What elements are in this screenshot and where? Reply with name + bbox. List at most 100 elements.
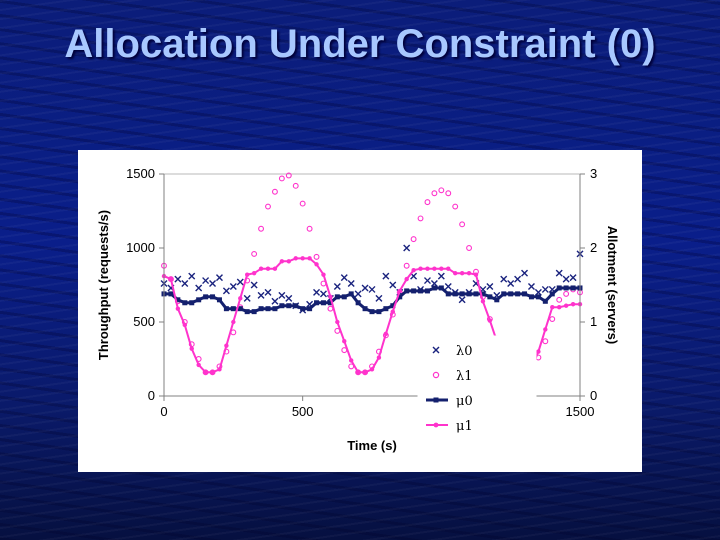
data-point — [278, 175, 285, 182]
data-point — [272, 306, 278, 312]
data-point — [210, 294, 216, 300]
data-point — [563, 290, 570, 297]
data-point — [203, 370, 208, 375]
data-point — [439, 266, 444, 271]
data-point — [369, 367, 375, 372]
data-point — [438, 187, 445, 194]
data-point — [466, 291, 472, 297]
y2-tick-label: 1 — [590, 314, 597, 329]
chart-panel: 0500100015000500100015000123 Time (s) Th… — [78, 150, 642, 472]
data-point — [168, 276, 174, 282]
data-point — [238, 296, 243, 301]
data-point — [196, 297, 202, 303]
data-point — [527, 282, 535, 290]
data-point — [258, 225, 265, 232]
data-point — [182, 300, 188, 306]
data-point — [188, 272, 196, 280]
data-point — [209, 280, 217, 288]
data-point — [307, 306, 313, 312]
data-point — [446, 266, 451, 271]
data-point — [286, 259, 291, 264]
data-point — [542, 298, 548, 304]
data-point — [562, 275, 570, 283]
data-point — [445, 190, 452, 197]
series-3 — [161, 285, 583, 315]
data-point — [237, 306, 243, 312]
data-point — [334, 294, 340, 300]
data-point — [425, 266, 430, 271]
data-point — [459, 291, 465, 297]
data-point — [230, 306, 236, 312]
data-point — [313, 253, 320, 260]
data-point — [487, 318, 493, 323]
data-point — [376, 309, 382, 315]
data-point — [452, 291, 458, 297]
data-point — [279, 259, 285, 264]
data-point — [202, 277, 210, 285]
data-point — [397, 294, 403, 300]
x-tick-label: 0 — [160, 404, 167, 419]
data-point — [293, 256, 298, 261]
data-point — [424, 288, 430, 294]
data-point — [354, 290, 362, 298]
data-point — [355, 300, 361, 306]
data-point — [307, 256, 312, 261]
data-point — [222, 287, 230, 295]
y-tick-label: 0 — [148, 388, 155, 403]
data-point — [189, 346, 194, 351]
y2-tick-label: 2 — [590, 240, 597, 255]
data-point — [410, 236, 417, 243]
y-axis-title: Throughput (requests/s) — [96, 210, 111, 360]
data-point — [452, 203, 459, 210]
data-point — [333, 282, 341, 290]
data-point — [362, 306, 368, 312]
data-point — [494, 297, 500, 303]
legend: λ0 λ1 μ0 μ1 — [417, 335, 537, 449]
data-point — [569, 274, 577, 282]
data-point — [383, 331, 389, 337]
data-point — [265, 306, 271, 312]
data-point — [550, 305, 555, 310]
data-point — [293, 303, 299, 309]
data-point — [355, 370, 361, 375]
data-point — [507, 280, 515, 288]
data-point — [251, 309, 257, 315]
data-point — [271, 188, 278, 195]
data-point — [466, 245, 473, 251]
data-point — [500, 275, 508, 283]
y2-tick-label: 3 — [590, 166, 597, 181]
data-point — [278, 291, 286, 299]
data-point — [521, 269, 529, 277]
data-point — [300, 256, 305, 261]
data-point — [411, 288, 417, 294]
data-point — [348, 291, 354, 297]
data-point — [487, 294, 493, 300]
data-point — [224, 343, 229, 348]
y2-axis-title: Allotment (servers) — [605, 226, 620, 344]
data-point — [382, 272, 390, 280]
data-point — [528, 294, 534, 300]
data-point — [362, 370, 368, 375]
data-point — [223, 306, 229, 312]
data-point — [403, 262, 410, 269]
data-point — [397, 288, 402, 294]
data-point — [541, 285, 549, 293]
data-point — [279, 303, 285, 309]
data-point — [431, 285, 437, 291]
data-point — [368, 285, 376, 293]
data-point — [244, 309, 250, 315]
data-point — [424, 199, 431, 206]
data-point — [286, 303, 292, 309]
legend-label-mu0: μ0 — [456, 394, 473, 409]
y-tick-label: 1000 — [126, 240, 155, 255]
data-point — [342, 339, 347, 344]
data-point — [314, 300, 320, 306]
data-point — [453, 270, 458, 276]
data-point — [335, 319, 340, 325]
data-point — [383, 306, 389, 312]
data-point — [431, 190, 438, 197]
data-point — [417, 215, 424, 222]
data-point — [229, 282, 237, 290]
data-point — [285, 294, 293, 302]
data-point — [459, 221, 466, 228]
